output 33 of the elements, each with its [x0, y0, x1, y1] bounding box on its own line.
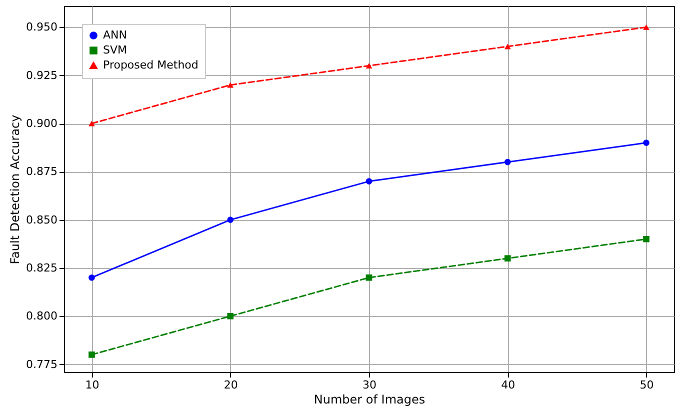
legend-label: Proposed Method [103, 58, 198, 72]
point [88, 352, 95, 358]
y-tick-label: 0.875 [26, 165, 58, 178]
point [504, 255, 511, 262]
point [366, 62, 372, 68]
point [504, 44, 511, 50]
point [643, 140, 650, 146]
legend-label: SVM [103, 44, 127, 56]
point [504, 158, 511, 166]
y-axis-title: Fault Detection Accuracy [8, 114, 22, 264]
point [227, 216, 234, 223]
y-tick-label: 0.925 [26, 68, 58, 82]
x-tick-label: 20 [224, 378, 238, 392]
point [227, 312, 234, 320]
x-tick-label: 40 [501, 378, 516, 392]
x-axis-title: Number of Images [314, 392, 426, 406]
x-tick-label: 50 [640, 378, 654, 392]
legend-label: ANN [103, 28, 127, 42]
point [366, 178, 372, 184]
y-tick-label: 0.900 [26, 117, 58, 130]
point [643, 236, 650, 242]
point [88, 120, 95, 126]
point [88, 274, 95, 281]
x-tick-label: 10 [85, 378, 100, 392]
y-tick-label: 0.850 [26, 213, 58, 226]
y-tick-label: 0.800 [26, 310, 58, 323]
x-tick-label: 30 [362, 378, 376, 392]
point [227, 82, 234, 88]
point [366, 274, 372, 281]
point [643, 24, 650, 30]
y-tick-label: 0.775 [26, 358, 58, 371]
y-tick-label: 0.950 [26, 20, 58, 34]
y-tick-label: 0.825 [26, 261, 58, 274]
